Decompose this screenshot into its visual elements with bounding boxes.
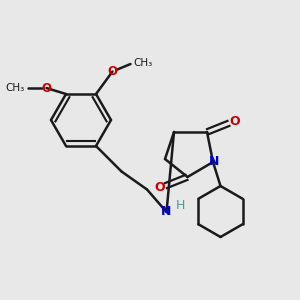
Text: O: O: [230, 115, 240, 128]
Text: O: O: [154, 181, 165, 194]
Text: O: O: [41, 82, 52, 94]
Text: O: O: [107, 65, 118, 78]
Text: N: N: [161, 206, 172, 218]
Text: H: H: [176, 200, 186, 212]
Text: CH₃: CH₃: [133, 58, 152, 68]
Text: CH₃: CH₃: [5, 83, 25, 93]
Text: N: N: [208, 155, 219, 168]
